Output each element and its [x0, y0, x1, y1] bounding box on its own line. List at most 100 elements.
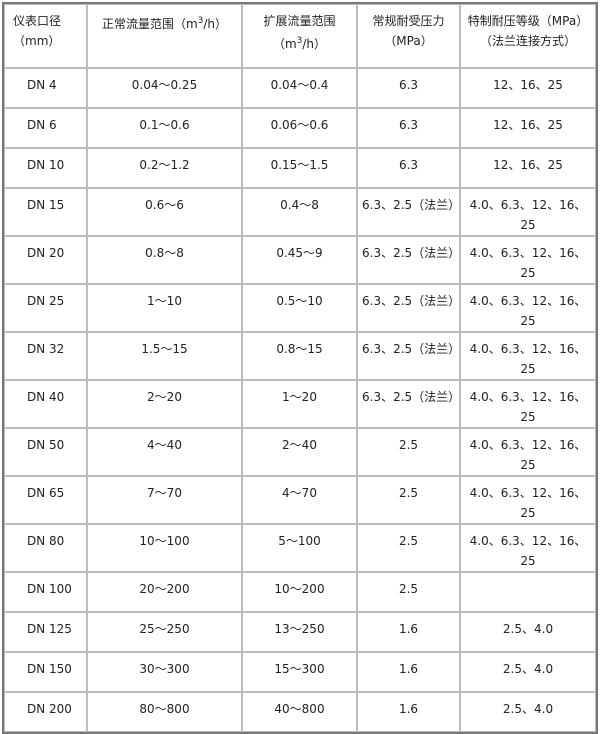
normal-pressure-cell: 6.3、2.5（法兰） [357, 332, 460, 380]
special-pressure-cell: 4.0、6.3、12、16、25 [460, 524, 596, 572]
normal-flow-cell: 10～100 [87, 524, 242, 572]
extended-flow-cell: 4～70 [242, 476, 357, 524]
header-normal-flow: 正常流量范围（m3/h） [87, 4, 242, 68]
table-row: DN 150 30～300 15～300 1.6 2.5、4.0 [4, 652, 596, 692]
unit-tail: /h） [302, 37, 327, 51]
special-pressure-cell: 12、16、25 [460, 148, 596, 188]
table-row: DN 65 7～70 4～70 2.5 4.0、6.3、12、16、25 [4, 476, 596, 524]
header-row: 仪表口径（mm） 正常流量范围（m3/h） 扩展流量范围（m3/h） 常规耐受压… [4, 4, 596, 68]
normal-pressure-cell: 2.5 [357, 524, 460, 572]
diameter-cell: DN 4 [4, 68, 87, 108]
special-pressure-cell: 4.0、6.3、12、16、25 [460, 284, 596, 332]
table-row: DN 6 0.1～0.6 0.06～0.6 6.3 12、16、25 [4, 108, 596, 148]
normal-flow-cell: 0.04～0.25 [87, 68, 242, 108]
header-diameter: 仪表口径（mm） [4, 4, 87, 68]
diameter-cell: DN 40 [4, 380, 87, 428]
normal-flow-cell: 0.8～8 [87, 236, 242, 284]
normal-flow-cell: 80～800 [87, 692, 242, 732]
unit-tail: /h） [203, 17, 228, 31]
special-pressure-cell: 2.5、4.0 [460, 612, 596, 652]
normal-flow-cell: 2～20 [87, 380, 242, 428]
table-row: DN 10 0.2～1.2 0.15～1.5 6.3 12、16、25 [4, 148, 596, 188]
header-text: 正常流量范围（m [101, 17, 198, 31]
diameter-cell: DN 50 [4, 428, 87, 476]
normal-pressure-cell: 6.3、2.5（法兰） [357, 284, 460, 332]
normal-flow-cell: 0.6～6 [87, 188, 242, 236]
table-row: DN 100 20～200 10～200 2.5 [4, 572, 596, 612]
normal-pressure-cell: 6.3、2.5（法兰） [357, 188, 460, 236]
extended-flow-cell: 0.45～9 [242, 236, 357, 284]
table-row: DN 32 1.5～15 0.8～15 6.3、2.5（法兰） 4.0、6.3、12、1… [4, 332, 596, 380]
table-row: DN 40 2～20 1～20 6.3、2.5（法兰） 4.0、6.3、12、16、25 [4, 380, 596, 428]
normal-pressure-cell: 1.6 [357, 612, 460, 652]
normal-flow-cell: 0.2～1.2 [87, 148, 242, 188]
normal-flow-cell: 20～200 [87, 572, 242, 612]
table-row: DN 15 0.6～6 0.4～8 6.3、2.5（法兰） 4.0、6.3、12、16、… [4, 188, 596, 236]
normal-flow-cell: 25～250 [87, 612, 242, 652]
table-row: DN 200 80～800 40～800 1.6 2.5、4.0 [4, 692, 596, 732]
diameter-cell: DN 200 [4, 692, 87, 732]
special-pressure-cell: 2.5、4.0 [460, 652, 596, 692]
normal-flow-cell: 0.1～0.6 [87, 108, 242, 148]
table-row: DN 50 4～40 2～40 2.5 4.0、6.3、12、16、25 [4, 428, 596, 476]
extended-flow-cell: 13～250 [242, 612, 357, 652]
special-pressure-cell: 4.0、6.3、12、16、25 [460, 428, 596, 476]
normal-flow-cell: 1～10 [87, 284, 242, 332]
header-text: 扩展流量范围（m [263, 14, 336, 51]
normal-flow-cell: 4～40 [87, 428, 242, 476]
header-normal-pressure: 常规耐受压力（MPa） [357, 4, 460, 68]
table-row: DN 4 0.04～0.25 0.04～0.4 6.3 12、16、25 [4, 68, 596, 108]
extended-flow-cell: 0.5～10 [242, 284, 357, 332]
special-pressure-cell: 12、16、25 [460, 68, 596, 108]
special-pressure-cell: 2.5、4.0 [460, 692, 596, 732]
diameter-cell: DN 32 [4, 332, 87, 380]
extended-flow-cell: 0.8～15 [242, 332, 357, 380]
extended-flow-cell: 15～300 [242, 652, 357, 692]
diameter-cell: DN 25 [4, 284, 87, 332]
normal-flow-cell: 7～70 [87, 476, 242, 524]
normal-pressure-cell: 6.3 [357, 108, 460, 148]
normal-flow-cell: 30～300 [87, 652, 242, 692]
diameter-cell: DN 10 [4, 148, 87, 188]
normal-pressure-cell: 1.6 [357, 652, 460, 692]
header-special-pressure: 特制耐压等级（MPa）（法兰连接方式） [460, 4, 596, 68]
normal-pressure-cell: 2.5 [357, 572, 460, 612]
extended-flow-cell: 10～200 [242, 572, 357, 612]
special-pressure-cell: 4.0、6.3、12、16、25 [460, 476, 596, 524]
normal-pressure-cell: 6.3、2.5（法兰） [357, 380, 460, 428]
unit-sup: 3 [197, 16, 204, 26]
normal-pressure-cell: 6.3、2.5（法兰） [357, 236, 460, 284]
extended-flow-cell: 0.15～1.5 [242, 148, 357, 188]
unit-sup: 3 [296, 36, 303, 46]
normal-pressure-cell: 6.3 [357, 148, 460, 188]
extended-flow-cell: 2～40 [242, 428, 357, 476]
special-pressure-cell: 4.0、6.3、12、16、25 [460, 188, 596, 236]
extended-flow-cell: 0.4～8 [242, 188, 357, 236]
normal-pressure-cell: 1.6 [357, 692, 460, 732]
special-pressure-cell: 4.0、6.3、12、16、25 [460, 236, 596, 284]
special-pressure-cell: 4.0、6.3、12、16、25 [460, 332, 596, 380]
special-pressure-cell: 4.0、6.3、12、16、25 [460, 380, 596, 428]
table-row: DN 25 1～10 0.5～10 6.3、2.5（法兰） 4.0、6.3、12、16、… [4, 284, 596, 332]
special-pressure-cell: 12、16、25 [460, 108, 596, 148]
diameter-cell: DN 100 [4, 572, 87, 612]
diameter-cell: DN 80 [4, 524, 87, 572]
table-row: DN 125 25～250 13～250 1.6 2.5、4.0 [4, 612, 596, 652]
diameter-cell: DN 65 [4, 476, 87, 524]
special-pressure-cell [460, 572, 596, 612]
diameter-cell: DN 125 [4, 612, 87, 652]
extended-flow-cell: 0.06～0.6 [242, 108, 357, 148]
extended-flow-cell: 5～100 [242, 524, 357, 572]
diameter-cell: DN 20 [4, 236, 87, 284]
header-extended-flow: 扩展流量范围（m3/h） [242, 4, 357, 68]
table-row: DN 80 10～100 5～100 2.5 4.0、6.3、12、16、25 [4, 524, 596, 572]
normal-pressure-cell: 6.3 [357, 68, 460, 108]
extended-flow-cell: 0.04～0.4 [242, 68, 357, 108]
diameter-cell: DN 6 [4, 108, 87, 148]
table-row: DN 20 0.8～8 0.45～9 6.3、2.5（法兰） 4.0、6.3、12、16… [4, 236, 596, 284]
diameter-cell: DN 15 [4, 188, 87, 236]
diameter-cell: DN 150 [4, 652, 87, 692]
extended-flow-cell: 40～800 [242, 692, 357, 732]
normal-pressure-cell: 2.5 [357, 476, 460, 524]
